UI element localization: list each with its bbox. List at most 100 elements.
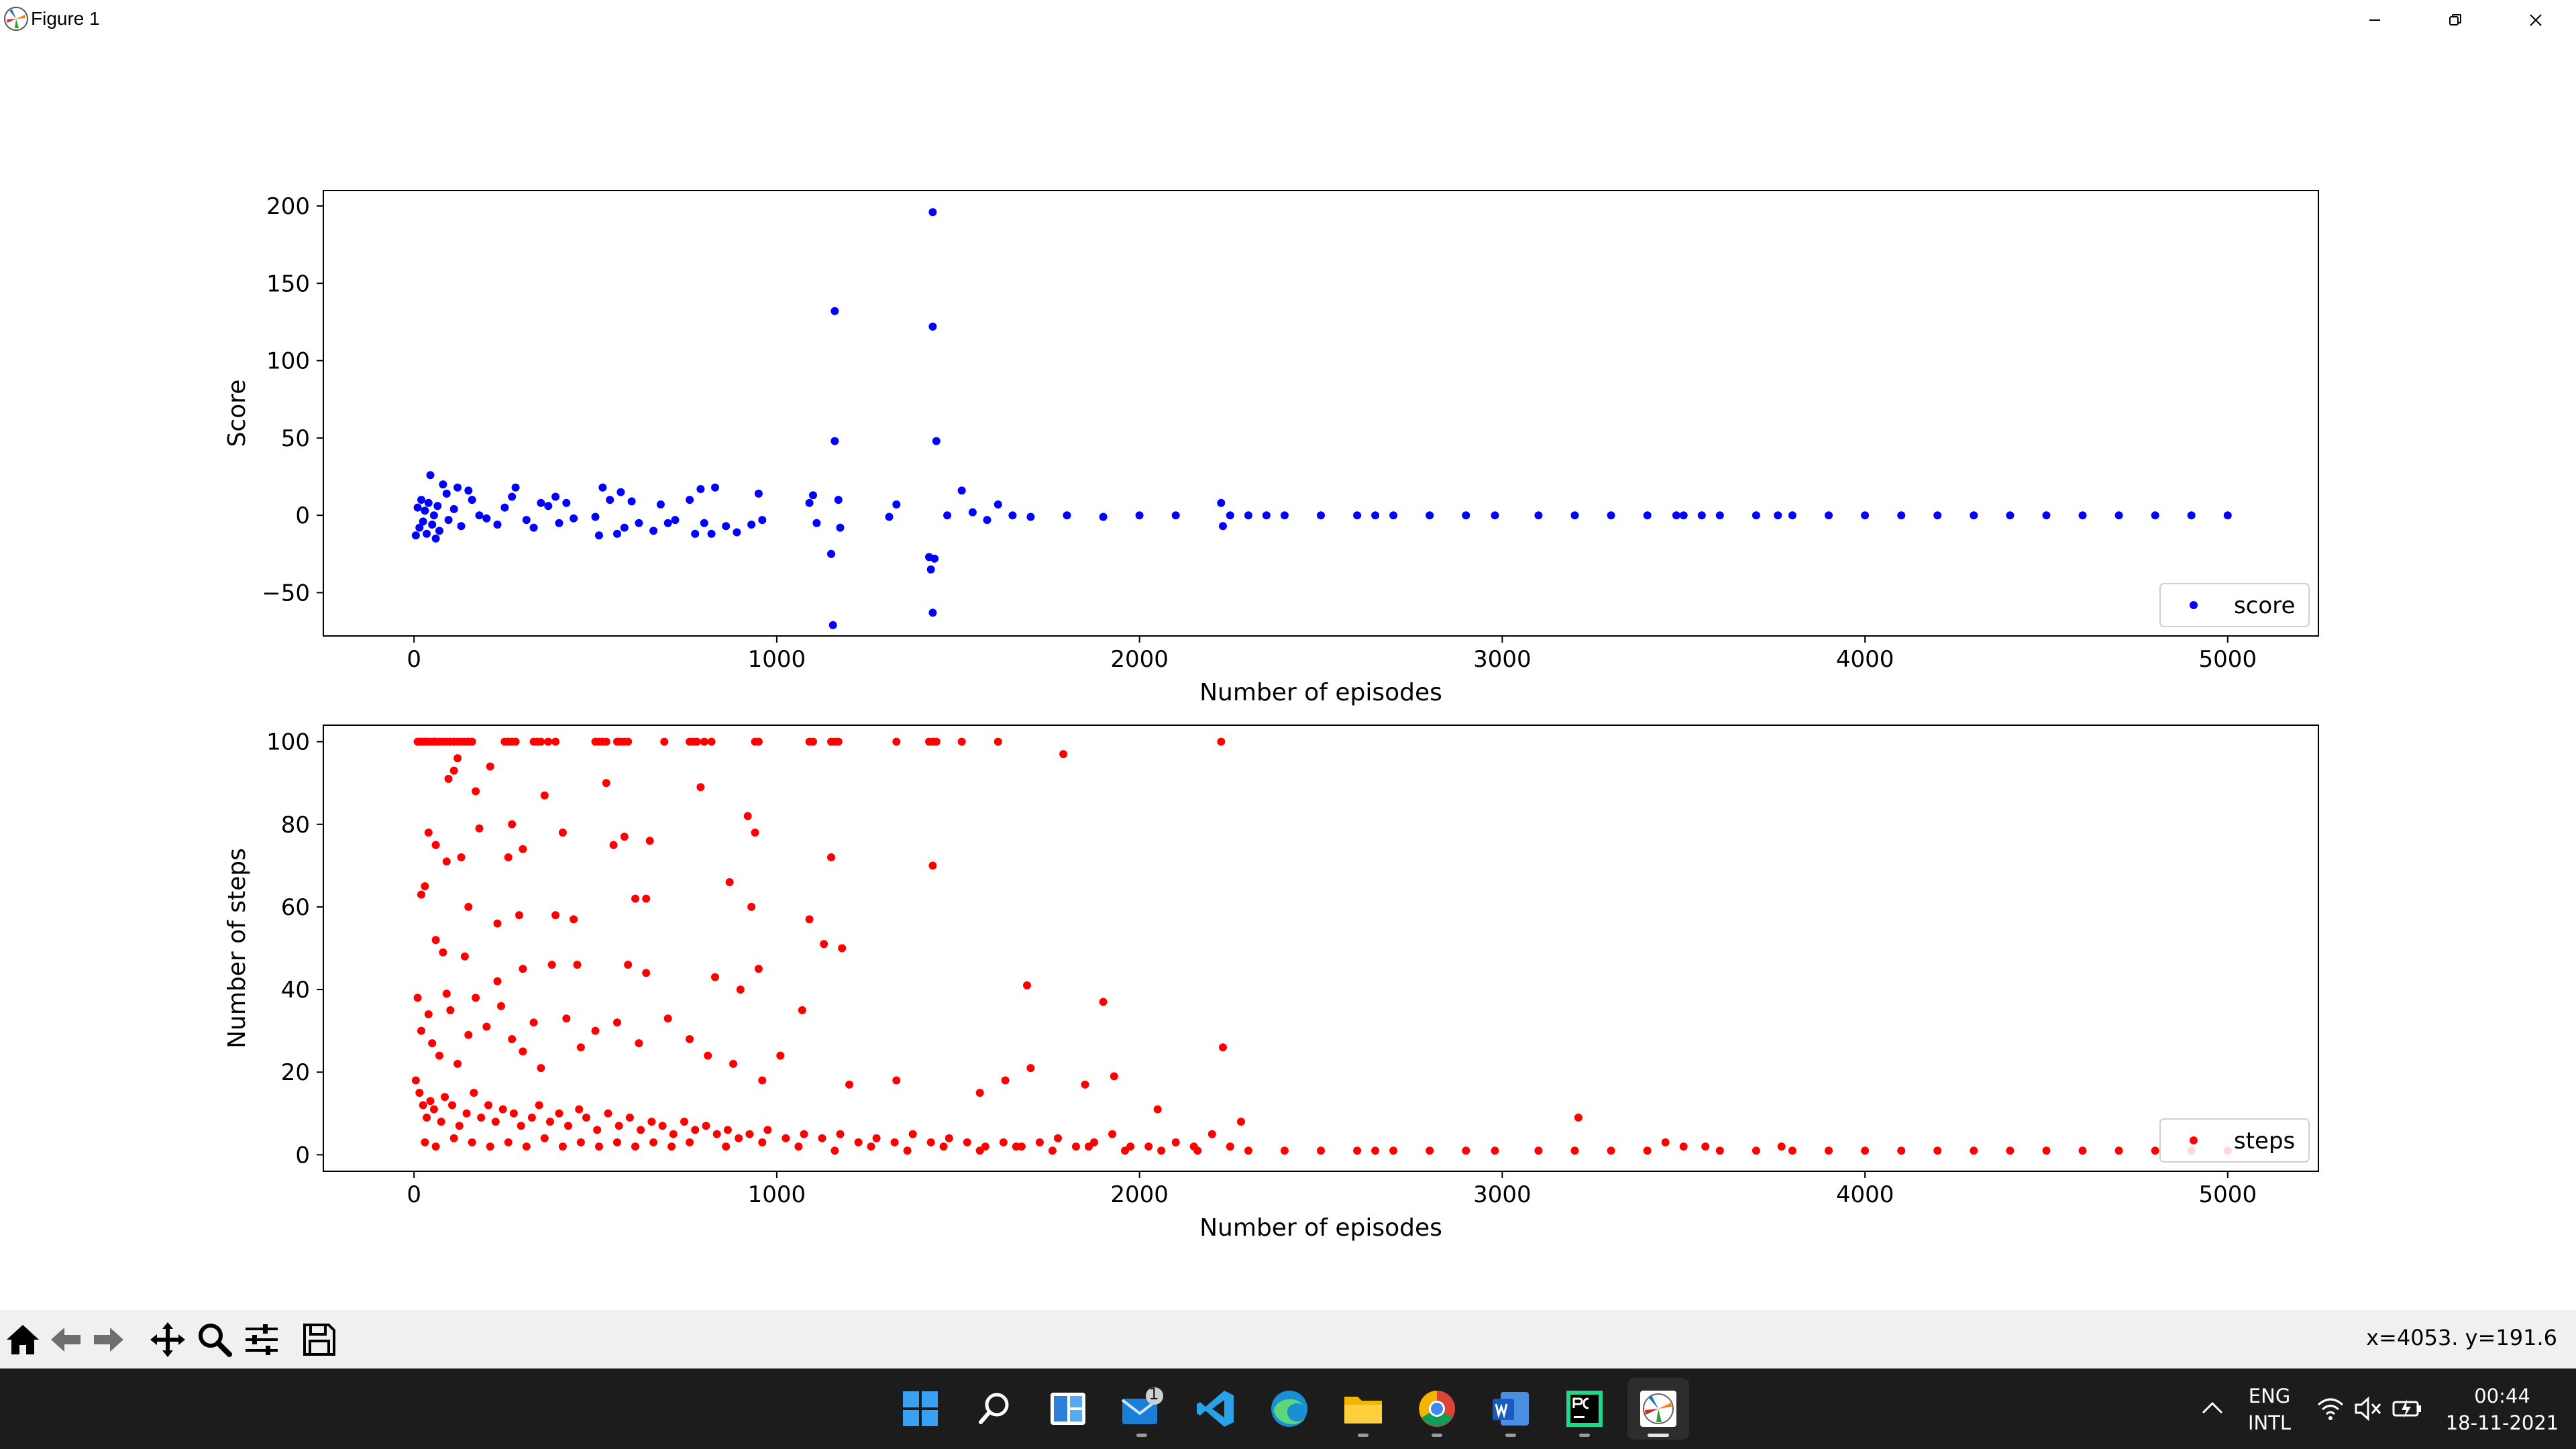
keyboard-layout: INTL — [2247, 1411, 2292, 1434]
chart2-point-149 — [419, 1101, 427, 1110]
chart1-point-78 — [943, 511, 952, 520]
chart1-point-117 — [1970, 511, 1978, 520]
chart1-point-95 — [1317, 511, 1325, 520]
language-indicator[interactable]: ENG INTL — [2239, 1383, 2300, 1437]
chart1-point-23 — [482, 514, 491, 523]
word-button[interactable] — [1480, 1378, 1542, 1440]
chart1-point-29 — [529, 523, 538, 532]
chart1-point-94 — [1280, 511, 1289, 520]
chart2-point-122 — [497, 1002, 505, 1010]
chart1-point-21 — [468, 496, 476, 504]
matplotlib-figure-button[interactable] — [1627, 1378, 1689, 1440]
chart2-point-53 — [932, 737, 941, 746]
restore-button[interactable] — [2418, 0, 2492, 40]
zoom-button[interactable] — [193, 1318, 236, 1361]
start-button[interactable] — [890, 1378, 951, 1440]
chart2-point-161 — [491, 1118, 500, 1126]
chart2-point-73 — [442, 857, 451, 866]
chart1-point-100 — [1462, 511, 1470, 520]
chart2-point-268 — [1933, 1146, 1942, 1155]
chart1-point-0 — [411, 531, 420, 540]
chart2-point-67 — [743, 812, 752, 820]
chart1-point-27 — [511, 483, 520, 492]
chart1-point-32 — [551, 492, 560, 501]
chart2-point-62 — [472, 787, 480, 796]
chart2-point-97 — [439, 948, 447, 957]
configure-subplots-icon — [246, 1324, 278, 1355]
chart2-point-169 — [564, 1122, 572, 1130]
chart2-point-243 — [1012, 1142, 1020, 1151]
chart1-point-119 — [2042, 511, 2051, 520]
chrome-button[interactable] — [1406, 1378, 1468, 1440]
chart2-point-202 — [1035, 1138, 1044, 1146]
chart2-point-57 — [1059, 750, 1068, 759]
chart1-point-48 — [671, 516, 680, 525]
chart1-point-61 — [809, 491, 817, 500]
show-hidden-icons-button[interactable] — [2199, 1394, 2226, 1424]
chart1-ytick-label-1: 0 — [295, 502, 310, 529]
clock[interactable]: 00:44 18-11-2021 — [2442, 1383, 2563, 1437]
chart2-point-72 — [431, 841, 440, 849]
battery-button[interactable] — [2391, 1395, 2424, 1425]
pycharm-button[interactable] — [1554, 1378, 1615, 1440]
chart2-point-23 — [511, 737, 520, 746]
chart2-point-172 — [593, 1126, 602, 1134]
chart2-point-77 — [519, 845, 527, 853]
chart1-point-60 — [805, 498, 814, 507]
chart2-point-225 — [522, 1142, 531, 1151]
configure-subplots-button[interactable] — [240, 1318, 283, 1361]
widgets-button[interactable] — [1037, 1378, 1099, 1440]
chart2-point-236 — [758, 1138, 767, 1146]
figure-canvas[interactable]: 0 1000 2000 3000 4000 5000 −50 0 50 100 150 200 Numb… — [0, 40, 2576, 1310]
chart2-point-55 — [994, 737, 1002, 746]
close-button[interactable] — [2499, 0, 2573, 40]
start-icon — [903, 1391, 938, 1426]
chart1-point-73 — [928, 608, 937, 617]
chart1-point-46 — [656, 500, 665, 508]
forward-button[interactable] — [87, 1318, 130, 1361]
chart1-point-84 — [1026, 513, 1035, 521]
chart1-point-58 — [754, 489, 763, 498]
chart2-point-99 — [493, 977, 502, 985]
save-button[interactable] — [298, 1318, 341, 1361]
chart2-point-255 — [1426, 1146, 1434, 1155]
vscode-button[interactable] — [1185, 1378, 1246, 1440]
chart2-point-206 — [1108, 1130, 1117, 1138]
pan-button[interactable] — [146, 1318, 189, 1361]
chart2-point-213 — [1237, 1118, 1245, 1126]
chart1-point-38 — [598, 483, 607, 492]
chart2-point-159 — [477, 1114, 486, 1122]
chart2-point-234 — [686, 1138, 694, 1146]
chart2-point-244 — [1048, 1146, 1057, 1155]
chart2-point-71 — [424, 828, 433, 837]
chart2-point-147 — [411, 1076, 420, 1085]
chart1-point-59 — [758, 516, 767, 525]
chart1-point-63 — [827, 549, 835, 558]
chart2-point-174 — [614, 1122, 623, 1130]
file-explorer-button[interactable] — [1332, 1378, 1394, 1440]
chart2-point-137 — [776, 1051, 785, 1060]
chart2-point-89 — [631, 894, 639, 903]
search-button[interactable] — [963, 1378, 1025, 1440]
chart2-point-197 — [945, 1134, 953, 1142]
chart1-ytick-label-0: −50 — [262, 580, 310, 606]
volume-button[interactable] — [2353, 1395, 2383, 1425]
chart2-point-219 — [421, 1138, 429, 1146]
back-button[interactable] — [44, 1318, 87, 1361]
chart1-xtick-label-4: 4000 — [1836, 646, 1894, 673]
mail-button[interactable]: 1 — [1111, 1378, 1173, 1440]
network-button[interactable] — [2316, 1395, 2345, 1425]
chart2-point-237 — [794, 1142, 803, 1151]
chart1-point-118 — [2006, 511, 2015, 520]
chart2-point-139 — [892, 1076, 901, 1085]
chart2-point-203 — [1054, 1134, 1062, 1142]
chart2-point-269 — [1970, 1146, 1978, 1155]
chart2-point-100 — [519, 965, 527, 973]
home-button[interactable] — [1, 1318, 44, 1361]
chart1-point-85 — [1063, 511, 1071, 520]
chart2-point-112 — [417, 1026, 425, 1035]
minimize-button[interactable] — [2338, 0, 2412, 40]
edge-button[interactable] — [1258, 1378, 1320, 1440]
chart1-xtick-label-5: 5000 — [2199, 646, 2257, 673]
chart1-point-7 — [424, 498, 433, 507]
